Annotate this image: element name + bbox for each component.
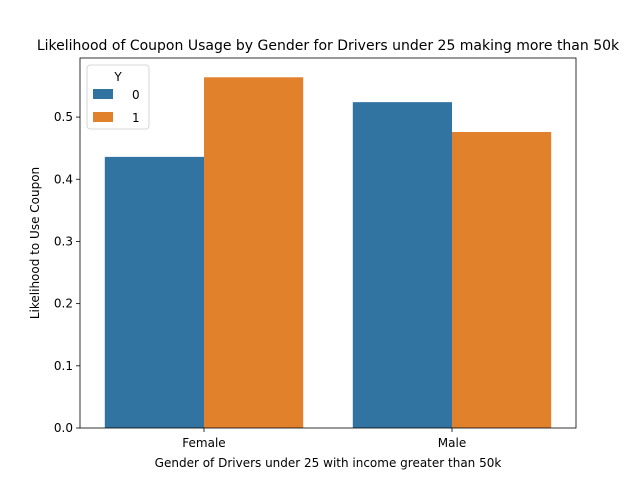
y-tick-label: 0.0 xyxy=(54,421,73,435)
legend-title: Y xyxy=(113,70,122,84)
x-axis-label: Gender of Drivers under 25 with income g… xyxy=(155,456,502,470)
y-tick-label: 0.1 xyxy=(54,359,73,373)
y-ticks-group: 0.0 0.1 0.2 0.3 0.4 0.5 xyxy=(54,110,80,435)
y-tick-label: 0.3 xyxy=(54,234,73,248)
x-tick-label-male: Male xyxy=(438,436,466,450)
bar-female-series-0 xyxy=(104,156,204,428)
x-ticks-group: Female Male xyxy=(182,428,466,450)
y-tick-label: 0.4 xyxy=(54,172,73,186)
bar-female-series-1 xyxy=(204,77,304,428)
bar-male-series-1 xyxy=(452,132,552,428)
bars-group xyxy=(104,77,552,429)
bar-male-series-0 xyxy=(352,102,452,429)
y-tick-label: 0.5 xyxy=(54,110,73,124)
plot-frame xyxy=(79,57,577,429)
legend-label-0: 0 xyxy=(132,88,140,102)
chart-title: Likelihood of Coupon Usage by Gender for… xyxy=(37,38,620,54)
x-tick-label-female: Female xyxy=(182,436,225,450)
legend: Y 0 1 xyxy=(86,64,150,130)
y-axis-label: Likelihood to Use Coupon xyxy=(28,167,42,319)
y-tick-label: 0.2 xyxy=(54,297,73,311)
legend-swatch-1 xyxy=(93,112,113,122)
legend-swatch-0 xyxy=(93,89,113,99)
legend-label-1: 1 xyxy=(132,111,140,125)
